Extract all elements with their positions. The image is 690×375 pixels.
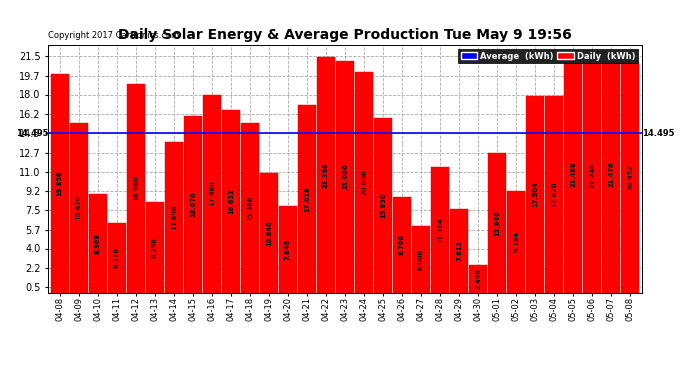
Text: 20.952: 20.952 — [627, 165, 633, 190]
Bar — [222, 110, 240, 292]
Text: 21.396: 21.396 — [323, 162, 329, 188]
Bar — [260, 173, 278, 292]
Bar — [146, 202, 164, 292]
Bar — [469, 265, 487, 292]
Text: 21.476: 21.476 — [609, 162, 614, 187]
Bar — [184, 116, 202, 292]
Text: 14.495: 14.495 — [642, 129, 674, 138]
Text: 2.496: 2.496 — [475, 268, 481, 289]
Text: 12.646: 12.646 — [494, 210, 500, 236]
Bar — [545, 96, 563, 292]
Bar — [241, 123, 259, 292]
Text: 8.968: 8.968 — [95, 232, 101, 254]
Text: 17.018: 17.018 — [304, 186, 310, 212]
Bar — [279, 206, 297, 292]
Text: 17.968: 17.968 — [209, 181, 215, 207]
Bar — [526, 96, 544, 292]
Bar — [70, 123, 88, 292]
Bar — [602, 56, 620, 292]
Text: Copyright 2017 Cartronics.com: Copyright 2017 Cartronics.com — [48, 31, 179, 40]
Text: 15.366: 15.366 — [247, 195, 253, 221]
Text: 7.612: 7.612 — [456, 240, 462, 261]
Text: 19.856: 19.856 — [57, 171, 63, 196]
Bar — [127, 84, 145, 292]
Title: Daily Solar Energy & Average Production Tue May 9 19:56: Daily Solar Energy & Average Production … — [118, 28, 572, 42]
Bar — [50, 74, 69, 292]
Bar — [317, 57, 335, 292]
Text: 15.420: 15.420 — [76, 195, 81, 220]
Bar — [165, 142, 183, 292]
Bar — [412, 226, 430, 292]
Text: 17.904: 17.904 — [532, 181, 538, 207]
Text: 14.495: 14.495 — [16, 129, 48, 138]
Text: 9.184: 9.184 — [513, 231, 519, 252]
Bar — [203, 95, 221, 292]
Text: 7.846: 7.846 — [285, 239, 291, 260]
Bar — [89, 194, 107, 292]
Bar — [108, 223, 126, 292]
Text: 6.008: 6.008 — [418, 249, 424, 270]
Text: 21.240: 21.240 — [589, 163, 595, 189]
Bar — [355, 72, 373, 292]
Text: 13.696: 13.696 — [171, 204, 177, 230]
Bar — [298, 105, 316, 292]
Bar — [431, 168, 449, 292]
Bar — [450, 209, 468, 292]
Text: 17.828: 17.828 — [551, 182, 558, 207]
Text: 16.632: 16.632 — [228, 188, 234, 214]
Text: 10.846: 10.846 — [266, 220, 272, 246]
Legend: Average  (kWh), Daily  (kWh): Average (kWh), Daily (kWh) — [458, 49, 638, 63]
Bar — [583, 59, 601, 292]
Bar — [621, 62, 640, 292]
Bar — [374, 118, 392, 292]
Bar — [336, 61, 354, 292]
Bar — [488, 153, 506, 292]
Text: 18.960: 18.960 — [132, 176, 139, 201]
Text: 20.006: 20.006 — [361, 170, 367, 195]
Bar — [507, 192, 525, 292]
Text: 8.256: 8.256 — [152, 237, 158, 258]
Text: 6.316: 6.316 — [114, 247, 120, 268]
Bar — [393, 197, 411, 292]
Text: 15.830: 15.830 — [380, 193, 386, 218]
Text: 8.706: 8.706 — [399, 234, 405, 255]
Text: 21.066: 21.066 — [342, 164, 348, 189]
Text: 16.076: 16.076 — [190, 191, 196, 217]
Bar — [564, 56, 582, 292]
Text: 11.364: 11.364 — [437, 217, 443, 243]
Text: 21.488: 21.488 — [570, 162, 576, 187]
